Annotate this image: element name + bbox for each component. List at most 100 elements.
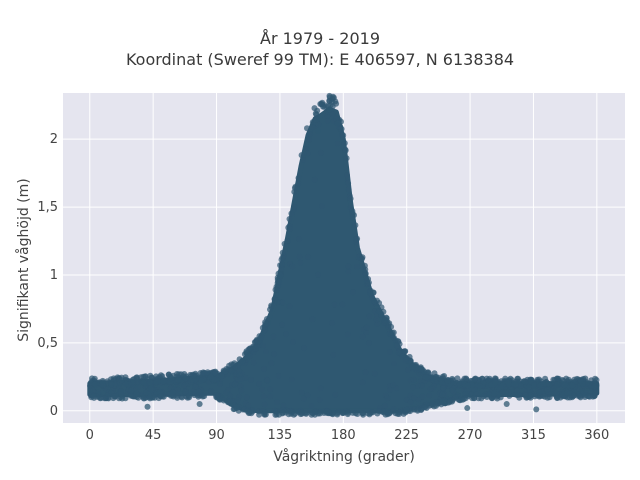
data-point [243,348,250,355]
y-tick-label: 0,5 [37,336,58,351]
data-point [138,374,144,381]
data-point [288,376,295,383]
data-point [359,379,366,386]
data-point [296,253,303,260]
data-point [477,383,483,390]
data-point [411,395,418,402]
data-point [362,270,369,277]
data-point [296,236,303,243]
outlier-point [464,405,471,412]
y-tick-label: 1 [50,268,58,283]
data-point [554,381,561,388]
data-point [147,379,153,386]
data-point [546,394,553,401]
x-axis-label: Vågriktning (grader) [273,448,415,465]
data-point [514,392,520,398]
data-point [389,329,396,336]
data-point [213,392,219,399]
data-point [317,385,324,392]
data-point [281,240,288,247]
x-tick-label: 315 [521,428,546,443]
data-point [304,150,311,157]
data-point [263,348,269,355]
data-point [393,342,400,349]
data-point [418,366,425,373]
data-point [534,376,541,383]
data-point [418,382,425,389]
data-point [275,372,282,379]
data-point [179,394,186,401]
data-point [286,303,293,310]
data-point [349,214,356,221]
data-point [305,136,312,143]
data-point [370,289,377,296]
data-point [298,152,305,159]
data-point [259,324,266,331]
data-point [527,378,533,385]
data-point [382,402,388,409]
data-point [261,411,268,417]
data-point [300,395,307,402]
data-point [439,391,446,398]
data-point [362,369,369,376]
data-point [302,410,308,416]
data-point [257,335,264,342]
data-point [217,381,223,387]
data-point [363,324,370,331]
x-axis-ticks: 0 45 90 135 180 225 270 315 360 [86,428,610,443]
data-point [365,340,372,347]
data-point [403,406,410,413]
data-point [246,409,253,416]
data-point [133,390,140,397]
data-point [332,391,339,398]
data-point [384,395,391,402]
y-tick-label: 1,5 [37,200,58,215]
data-point [315,271,321,278]
data-point [480,393,487,400]
data-point [475,395,482,402]
data-point [262,319,269,326]
data-point [401,348,408,355]
data-point [238,376,245,382]
data-point [345,186,352,193]
data-point [309,124,316,131]
data-point [407,399,414,405]
data-point [339,409,346,415]
data-point [366,313,373,320]
data-point [345,409,351,416]
data-point [195,388,202,395]
data-point [492,379,499,386]
data-point [157,388,163,395]
data-point [561,382,568,389]
data-point [414,407,421,414]
data-point [276,278,283,285]
data-point [100,379,106,386]
data-point [324,408,330,415]
outlier-point [314,128,321,135]
data-point [91,375,98,382]
data-point [405,366,412,373]
data-point [352,222,359,229]
data-point [260,365,267,372]
data-point [593,382,600,389]
data-point [286,216,293,222]
data-point [419,393,426,400]
data-point [334,120,341,127]
data-point [449,375,456,382]
y-tick-label: 0 [50,404,58,419]
data-point [395,338,401,345]
data-point [381,317,388,324]
data-point [175,377,182,383]
data-point [566,394,573,401]
x-tick-label: 270 [458,428,483,443]
data-point [378,304,385,311]
data-point [290,339,296,345]
outlier-point [326,106,333,113]
outlier-point [196,400,203,407]
data-point [545,380,552,387]
data-point [110,375,117,382]
data-point [190,388,197,395]
data-point [279,254,286,261]
data-point [140,379,147,386]
data-point [272,411,279,418]
